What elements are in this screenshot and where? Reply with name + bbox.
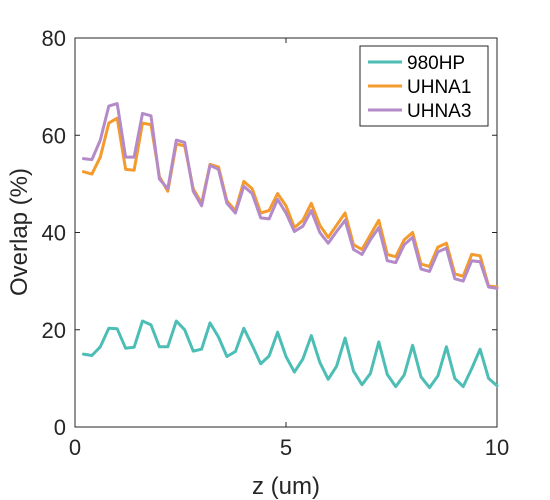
y-tick-label: 80 [42,26,66,51]
y-tick-label: 20 [42,318,66,343]
legend-label-uhna3: UHNA3 [407,101,471,122]
legend-label-980hp: 980HP [407,53,465,74]
tick-labels: 0 5 10 0 20 40 60 80 [42,26,510,460]
x-axis-label: z (um) [252,473,320,500]
series-line-uhna3 [81,102,499,290]
x-tick-label: 10 [485,435,509,460]
series-lines [81,102,499,390]
y-tick-label: 40 [42,221,66,246]
x-tick-label: 0 [69,435,81,460]
y-tick-label: 60 [42,123,66,148]
y-tick-label: 0 [54,415,66,440]
y-axis-label: Overlap (%) [6,168,33,296]
legend: 980HP UHNA1 UHNA3 [359,45,489,127]
axes [74,37,498,428]
series-line-980hp [81,319,499,390]
legend-label-uhna1: UHNA1 [407,77,471,98]
x-tick-label: 5 [280,435,292,460]
